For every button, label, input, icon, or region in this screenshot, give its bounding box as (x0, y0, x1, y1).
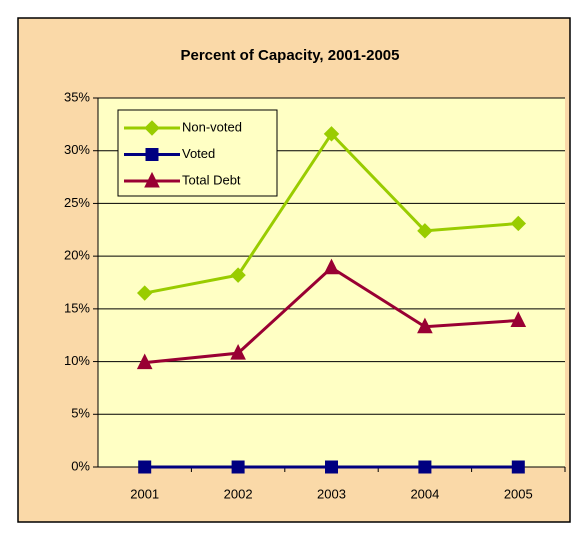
marker (136, 353, 153, 370)
y-tick-label: 25% (64, 195, 90, 210)
x-tick-label: 2005 (504, 486, 533, 501)
legend-label: Non-voted (182, 119, 242, 134)
y-tick-label: 10% (64, 353, 90, 368)
marker (231, 460, 245, 474)
marker (230, 344, 246, 360)
y-tick-label: 35% (64, 89, 90, 104)
y-tick-label: 30% (64, 142, 90, 157)
marker (325, 460, 338, 474)
y-tick-label: 0% (71, 458, 90, 473)
y-tick-label: 20% (64, 248, 90, 263)
marker (145, 148, 159, 161)
marker (510, 215, 527, 232)
legend-label: Voted (182, 146, 215, 161)
x-tick-label: 2001 (130, 486, 159, 501)
marker (417, 223, 433, 239)
x-tick-label: 2003 (317, 486, 346, 501)
x-tick-label: 2004 (410, 486, 439, 501)
y-tick-label: 5% (71, 406, 90, 421)
marker (323, 258, 340, 275)
marker (136, 285, 153, 301)
marker (323, 126, 340, 142)
legend-label: Total Debt (182, 172, 241, 187)
marker (417, 317, 433, 334)
y-tick-label: 15% (64, 300, 90, 315)
marker (230, 267, 246, 283)
marker (511, 460, 525, 474)
marker (144, 120, 160, 136)
x-tick-label: 2002 (224, 486, 253, 501)
marker (418, 460, 432, 474)
chart-title: Percent of Capacity, 2001-2005 (180, 47, 399, 64)
marker (144, 171, 160, 188)
marker (510, 311, 527, 327)
marker (138, 460, 152, 474)
